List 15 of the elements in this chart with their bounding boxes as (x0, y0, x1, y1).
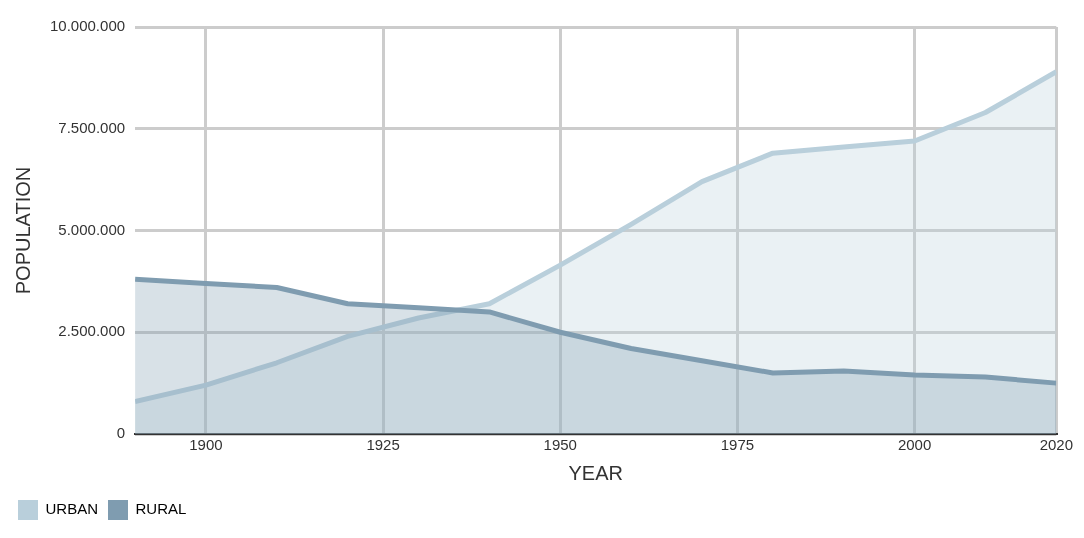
x-axis-title: YEAR (568, 461, 623, 484)
y-tick-label: 7.500.000 (58, 118, 126, 136)
x-tick-label: 1900 (189, 436, 223, 454)
x-tick-label: 1925 (366, 436, 400, 454)
legend-label: URBAN (45, 500, 99, 518)
legend-label: RURAL (135, 500, 187, 518)
y-tick-label: 10.000.000 (50, 17, 126, 35)
x-tick-label: 1950 (543, 436, 577, 454)
x-tick-label: 2000 (897, 436, 932, 454)
y-tick-label: 2.500.000 (58, 322, 126, 340)
x-tick-label: 1975 (720, 436, 755, 454)
y-tick-label: 0 (116, 424, 126, 442)
y-tick-label: 5.000.000 (58, 220, 126, 238)
x-tick-label: 2020 (1039, 436, 1073, 454)
y-axis-title: POPULATION (11, 166, 34, 295)
